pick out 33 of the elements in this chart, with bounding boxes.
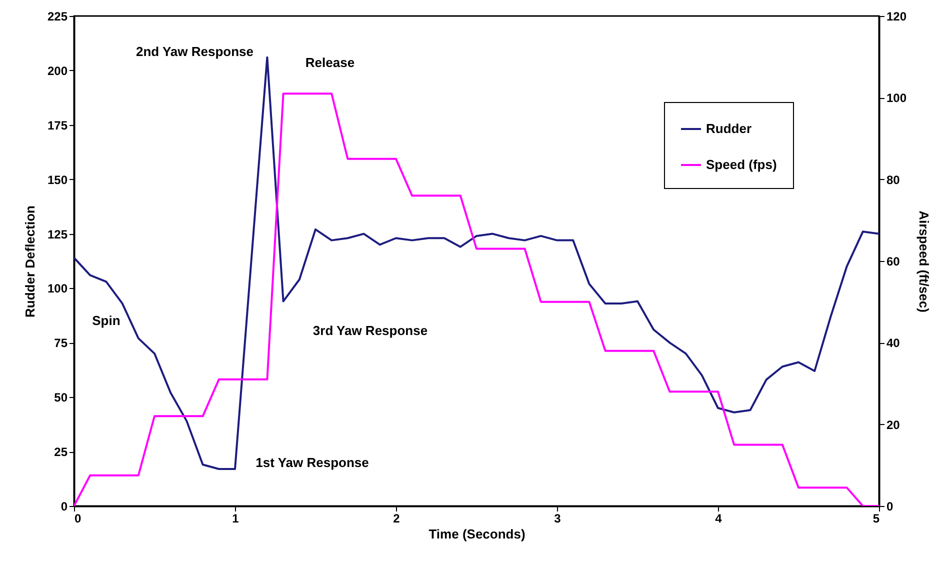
- annotation: 1st Yaw Response: [256, 454, 369, 470]
- x-tick-label: 3: [554, 512, 562, 526]
- y-tick-label: 75: [54, 336, 68, 350]
- y-tick-label: 150: [47, 172, 68, 187]
- y-tick-label: 200: [47, 64, 68, 78]
- legend-label: Rudder: [706, 121, 752, 136]
- y-tick-label: 225: [47, 10, 68, 24]
- y-tick-label: 25: [54, 445, 68, 460]
- y2-tick-label: 80: [886, 172, 900, 187]
- annotation: Release: [305, 55, 355, 70]
- annotation: Spin: [92, 312, 120, 328]
- y2-tick-label: 0: [886, 500, 894, 514]
- y-tick-label: 125: [47, 227, 68, 242]
- y-axis-title: Rudder Deflection: [22, 205, 38, 318]
- x-tick-label: 4: [715, 512, 722, 526]
- x-tick-label: 5: [872, 512, 880, 526]
- y2-tick-label: 120: [886, 10, 907, 24]
- y-tick-label: 100: [47, 282, 68, 296]
- x-axis-title: Time (Seconds): [428, 526, 526, 542]
- legend-label: Speed (fps): [706, 157, 777, 172]
- y-tick-label: 175: [47, 118, 68, 132]
- x-tick-label: 2: [393, 512, 400, 526]
- x-tick-label: 1: [232, 512, 240, 526]
- y2-tick-label: 100: [886, 91, 907, 106]
- y2-tick-label: 40: [886, 336, 900, 350]
- y-tick-label: 0: [60, 500, 68, 514]
- y2-tick-label: 20: [886, 418, 900, 432]
- annotation: 2nd Yaw Response: [136, 44, 254, 59]
- annotation: 3rd Yaw Response: [312, 323, 428, 338]
- y2-tick-label: 60: [886, 254, 900, 268]
- y-tick-label: 50: [54, 390, 68, 405]
- x-tick-label: 0: [74, 512, 82, 526]
- y2-axis-title: Airspeed (ft/sec): [916, 210, 932, 312]
